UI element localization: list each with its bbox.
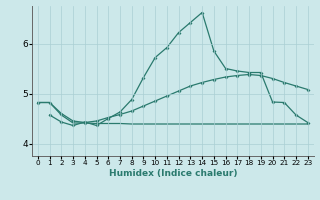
- X-axis label: Humidex (Indice chaleur): Humidex (Indice chaleur): [108, 169, 237, 178]
